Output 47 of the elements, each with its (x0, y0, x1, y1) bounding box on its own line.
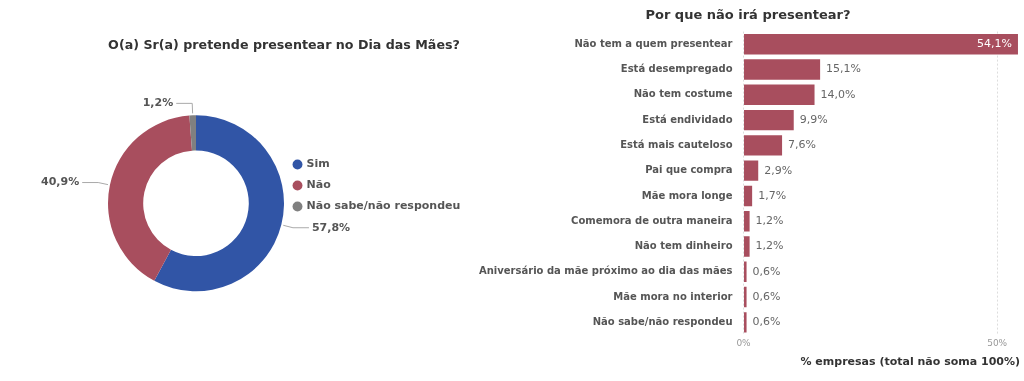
bar (744, 34, 1018, 55)
bar (744, 59, 821, 80)
y-tick-label: Está desempregado (620, 63, 733, 75)
data-label: 7,6% (788, 138, 817, 152)
y-tick-label: Não tem dinheiro (634, 240, 733, 252)
y-tick-label: Comemora de outra maneira (571, 214, 733, 226)
data-label: 14,0% (820, 87, 856, 101)
chart-title: O(a) Sr(a) pretende presentear no Dia das Mães? (108, 37, 460, 53)
y-tick-label: Mãe mora no interior (613, 290, 733, 302)
data-label: 40,9% (41, 175, 80, 189)
y-tick-label: Aniversário da mãe próximo ao dia das mães (479, 265, 733, 277)
legend-label: Sim (306, 157, 330, 171)
bar (744, 211, 750, 232)
data-label: 57,8% (311, 220, 351, 234)
bar (744, 109, 794, 131)
bar (744, 312, 747, 333)
y-tick-label: Não tem costume (633, 88, 733, 100)
y-tick-label: Pai que compra (645, 164, 733, 176)
data-label: 1,2% (755, 214, 784, 228)
bar (744, 160, 759, 181)
bar (744, 261, 747, 282)
data-label: 15,1% (826, 62, 862, 76)
legend-label: Não sabe/não respondeu (306, 199, 461, 213)
data-label: 1,2% (142, 96, 174, 110)
bar (744, 286, 747, 308)
x-tick-label: 50% (987, 337, 1008, 348)
bar (744, 185, 753, 207)
x-axis-title: % empresas (total não soma 100%) (800, 355, 1020, 369)
y-tick-label: Não sabe/não respondeu (592, 315, 733, 327)
data-label: 9,9% (799, 112, 828, 126)
data-label: 0,6% (752, 289, 781, 303)
x-tick-label: 0% (736, 337, 752, 348)
legend-label: Não (306, 178, 332, 192)
data-label: 0,6% (752, 264, 781, 278)
y-tick-label: Não tem a quem presentear (574, 37, 733, 49)
y-tick-label: Mãe mora longe (641, 189, 733, 201)
bar (744, 236, 750, 257)
bar (744, 135, 783, 156)
chart-title: Por que não irá presentear? (645, 7, 851, 23)
data-label: 1,7% (758, 188, 787, 202)
data-label: 1,2% (755, 239, 784, 253)
data-label: 54,1% (977, 37, 1012, 51)
data-label: 0,6% (752, 315, 781, 329)
data-label: 2,9% (764, 163, 793, 177)
y-tick-label: Está endividado (642, 113, 733, 125)
y-tick-label: Está mais cauteloso (620, 138, 733, 150)
bar (744, 84, 815, 106)
